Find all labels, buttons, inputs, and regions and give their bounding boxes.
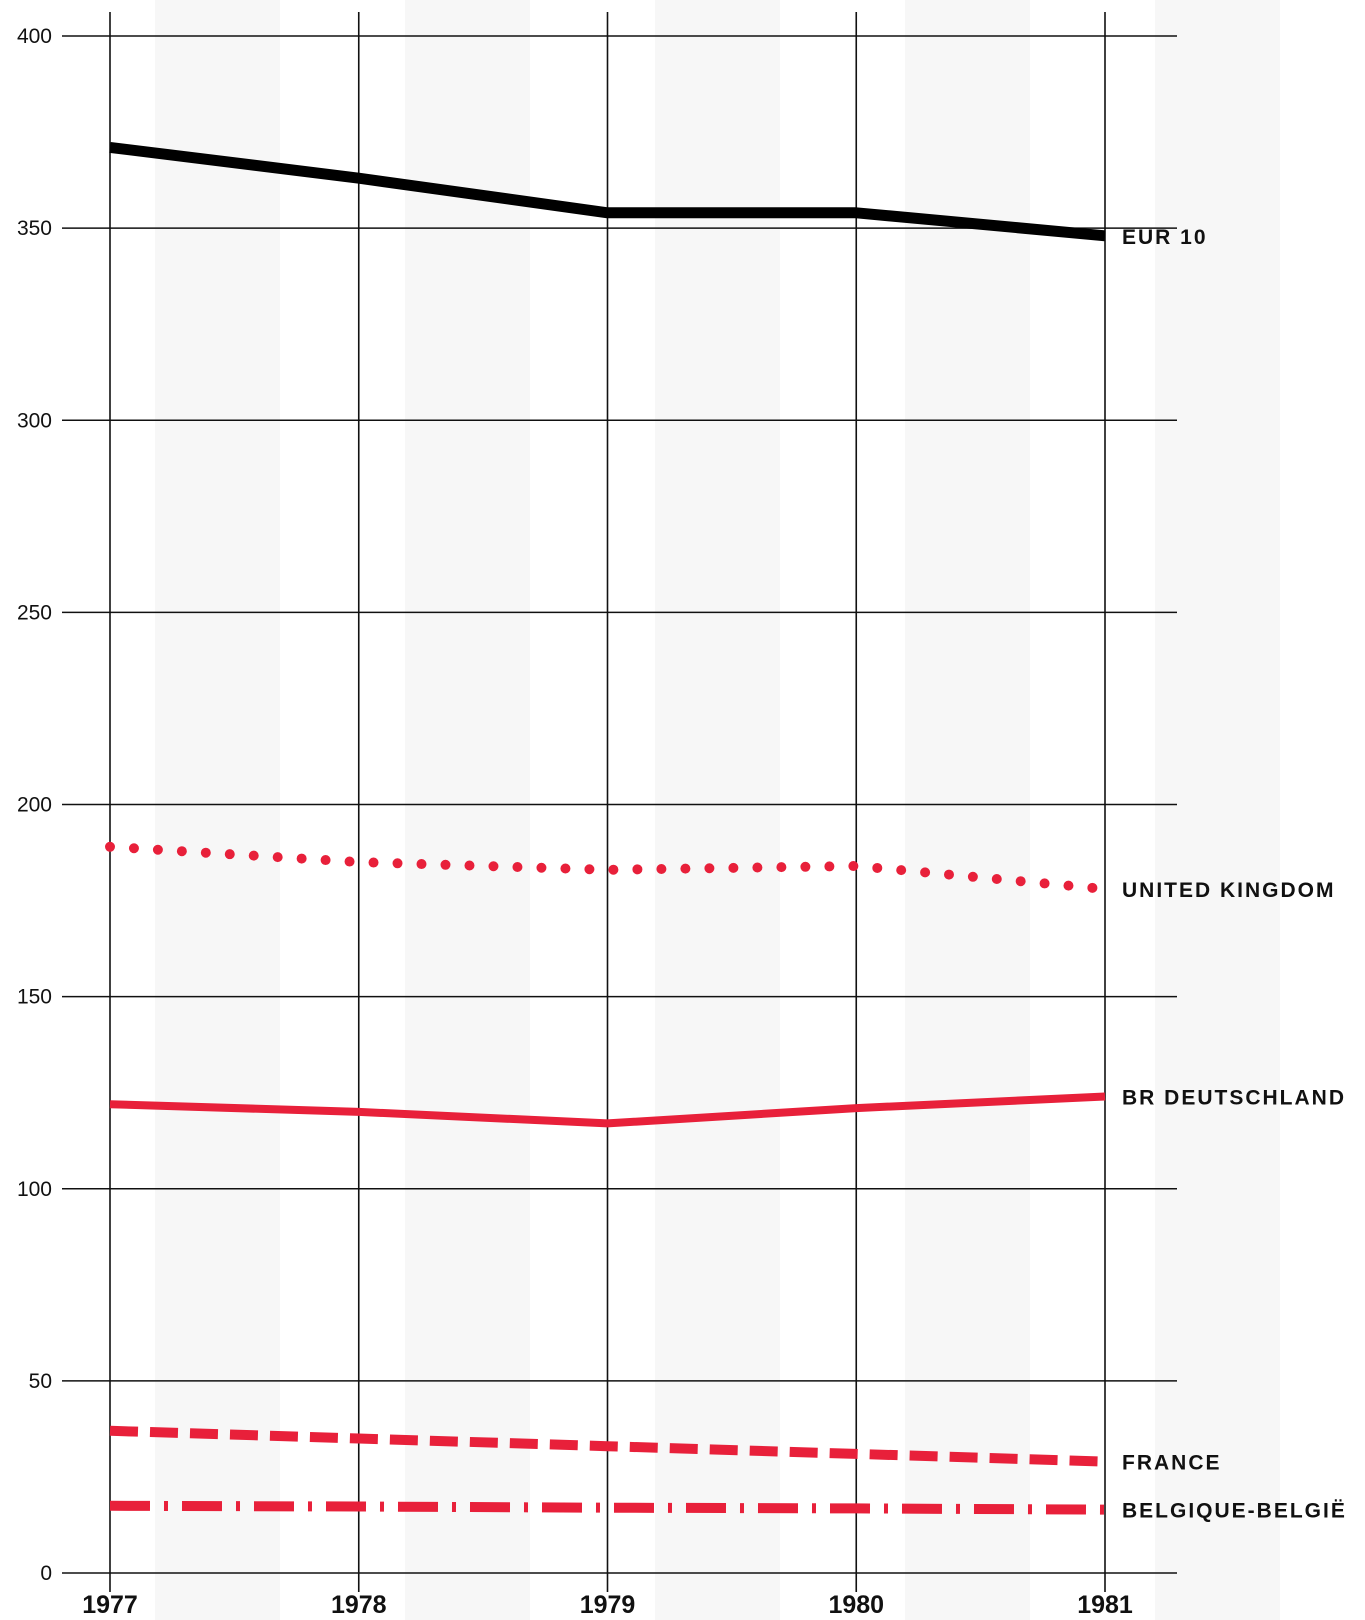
- series-line: [109, 141, 1106, 242]
- series-label: BELGIQUE-BELGIË: [1122, 1500, 1347, 1523]
- y-tick-label: 400: [17, 25, 52, 48]
- series-labels: EUR 10 UNITED KINGDOM BR DEUTSCHLAND FRANCE…: [1122, 226, 1347, 1523]
- background-shading: [155, 0, 1280, 1620]
- series-line: [109, 1092, 1106, 1128]
- y-tick-label: 150: [17, 986, 52, 1009]
- y-tick-label: 0: [40, 1562, 52, 1585]
- series-label: BR DEUTSCHLAND: [1122, 1087, 1346, 1110]
- y-tick-label: 200: [17, 794, 52, 817]
- series-label: UNITED KINGDOM: [1122, 879, 1336, 902]
- y-tick-label: 300: [17, 409, 52, 432]
- x-tick-label: 1979: [580, 1591, 636, 1619]
- shade-panel: [155, 0, 280, 1620]
- y-tick-label: 50: [29, 1370, 52, 1393]
- y-tick-label: 100: [17, 1178, 52, 1201]
- series-lines: [105, 141, 1110, 1515]
- x-tick-label: 1977: [82, 1591, 138, 1619]
- x-tick-label: 1980: [828, 1591, 884, 1619]
- series-label: EUR 10: [1122, 226, 1208, 249]
- shade-panel: [1155, 0, 1280, 1620]
- grid-lines: [62, 12, 1177, 1592]
- shade-panel: [905, 0, 1030, 1620]
- y-tick-label: 250: [17, 601, 52, 624]
- y-tick-label: 350: [17, 217, 52, 240]
- y-axis-ticks: 0 50 100 150 200 250 300 350 400: [17, 25, 52, 1585]
- x-axis-ticks: 1977 1978 1979 1980 1981: [82, 1591, 1133, 1619]
- series-line: [105, 841, 1110, 894]
- x-tick-label: 1978: [331, 1591, 387, 1619]
- shade-panel: [655, 0, 780, 1620]
- shade-panel: [405, 0, 530, 1620]
- series-line: [109, 1500, 1106, 1515]
- series-line: [109, 1425, 1106, 1467]
- x-tick-label: 1981: [1077, 1591, 1133, 1619]
- series-label: FRANCE: [1122, 1452, 1222, 1475]
